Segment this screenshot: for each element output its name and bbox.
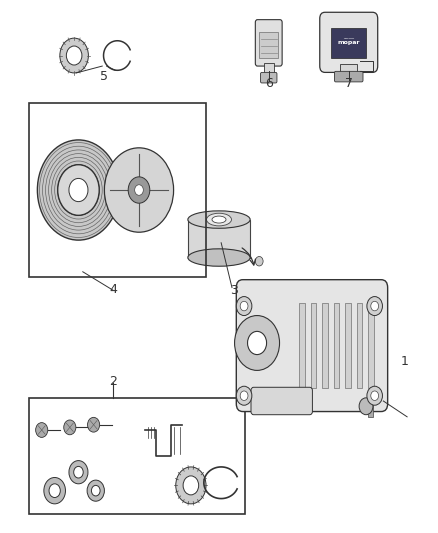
Bar — [345, 303, 351, 388]
Circle shape — [176, 467, 206, 504]
Circle shape — [371, 301, 378, 311]
Ellipse shape — [207, 213, 231, 226]
Text: 2: 2 — [109, 375, 117, 387]
Circle shape — [60, 38, 88, 73]
Circle shape — [37, 140, 120, 240]
Circle shape — [35, 423, 48, 438]
Text: 6: 6 — [265, 77, 273, 90]
Circle shape — [235, 316, 279, 370]
Bar — [322, 303, 328, 388]
Circle shape — [74, 466, 83, 478]
Circle shape — [236, 386, 252, 405]
Circle shape — [44, 478, 66, 504]
Text: mopar: mopar — [338, 40, 360, 45]
FancyBboxPatch shape — [335, 71, 363, 82]
Circle shape — [92, 486, 100, 496]
Text: 3: 3 — [230, 284, 238, 297]
Bar — [29, 398, 245, 514]
Ellipse shape — [188, 249, 250, 266]
Bar — [334, 303, 339, 388]
Circle shape — [247, 332, 267, 354]
Circle shape — [64, 420, 76, 435]
Circle shape — [69, 179, 88, 201]
Bar — [259, 32, 278, 58]
Circle shape — [69, 461, 88, 484]
Circle shape — [236, 296, 252, 316]
Circle shape — [134, 185, 143, 195]
Circle shape — [240, 301, 248, 311]
Circle shape — [128, 177, 150, 203]
Bar — [29, 103, 206, 277]
Circle shape — [58, 165, 99, 215]
Circle shape — [58, 165, 99, 215]
Circle shape — [73, 184, 84, 196]
Bar — [299, 303, 304, 388]
Circle shape — [66, 46, 82, 65]
Bar — [340, 64, 357, 74]
FancyBboxPatch shape — [255, 20, 282, 66]
Circle shape — [49, 484, 60, 497]
FancyBboxPatch shape — [251, 387, 312, 415]
Circle shape — [88, 417, 100, 432]
Circle shape — [104, 148, 173, 232]
Text: 7: 7 — [345, 77, 353, 90]
Circle shape — [240, 391, 248, 400]
Ellipse shape — [212, 216, 226, 223]
Text: 1: 1 — [401, 355, 409, 368]
Circle shape — [87, 480, 104, 501]
Circle shape — [371, 391, 378, 400]
Circle shape — [367, 296, 382, 316]
Text: ____: ____ — [343, 34, 354, 38]
Circle shape — [255, 256, 263, 266]
FancyBboxPatch shape — [320, 12, 378, 72]
Circle shape — [367, 386, 382, 405]
Bar — [368, 403, 373, 417]
Text: 4: 4 — [109, 282, 117, 295]
Bar — [188, 220, 250, 257]
FancyBboxPatch shape — [261, 72, 277, 83]
Circle shape — [183, 476, 199, 495]
Circle shape — [252, 337, 262, 349]
Bar — [311, 303, 316, 388]
Text: 5: 5 — [100, 70, 108, 83]
Ellipse shape — [188, 211, 250, 228]
Bar — [368, 303, 374, 388]
Bar — [357, 303, 362, 388]
Bar — [264, 63, 274, 75]
FancyBboxPatch shape — [236, 280, 388, 411]
Circle shape — [359, 398, 373, 415]
Bar — [332, 28, 366, 58]
